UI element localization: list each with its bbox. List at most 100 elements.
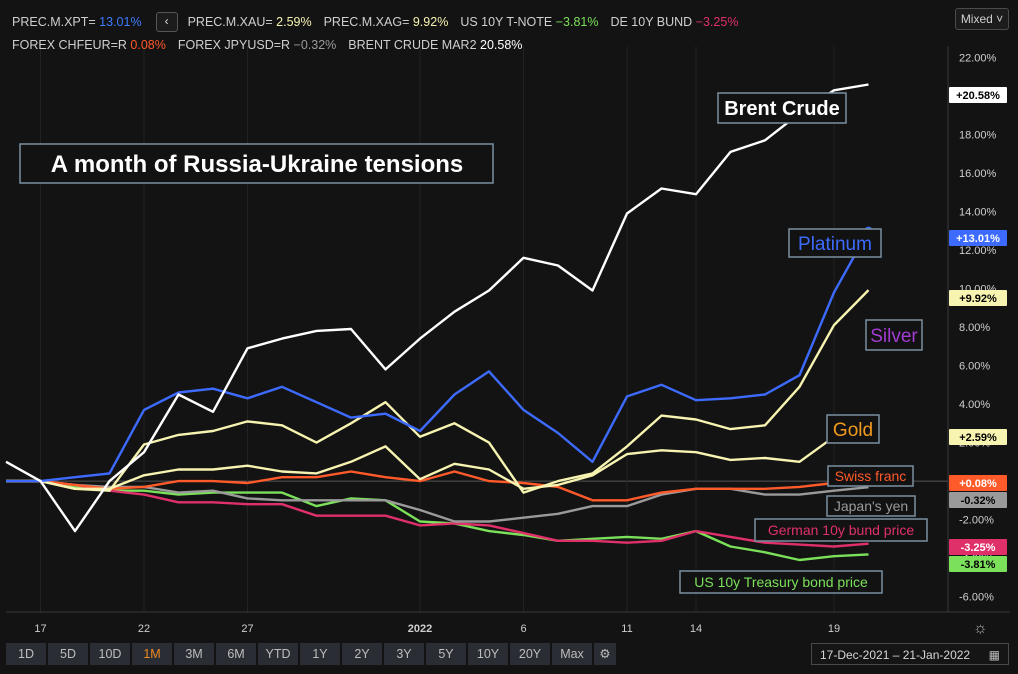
y-tick-label: 8.00% <box>959 322 990 334</box>
value-badge-text: +20.58% <box>956 90 1000 102</box>
calendar-icon: ▦ <box>988 648 1000 662</box>
legend-row-1: PREC.M.XPT= 13.01% ‹ PREC.M.XAU= 2.59% PREC… <box>12 12 750 32</box>
range-button-10y[interactable]: 10Y <box>468 643 508 665</box>
range-button-6m[interactable]: 6M <box>216 643 256 665</box>
annotation-box <box>679 570 883 594</box>
y-tick-label: 12.00% <box>959 245 997 257</box>
date-range-text: 17-Dec-2021 – 21-Jan-2022 <box>820 648 971 662</box>
annotation-box <box>827 465 914 487</box>
value-badge-text: +2.59% <box>959 432 997 444</box>
annotation-label: German 10y bund price <box>768 522 915 538</box>
scale-mode-dropdown[interactable]: Mixed ˅ <box>955 8 1009 30</box>
legend-series-value: 13.01% <box>99 15 142 29</box>
chart-series <box>5 83 873 562</box>
range-button-10d[interactable]: 10D <box>90 643 130 665</box>
x-tick-label: 19 <box>828 623 840 635</box>
value-badge <box>949 290 1007 306</box>
legend_row2-item-2[interactable]: BRENT CRUDE MAR2 20.58% <box>348 38 522 52</box>
value-badge <box>949 87 1007 103</box>
legend_row1-item-3[interactable]: US 10Y T-NOTE −3.81% <box>460 15 598 29</box>
collapse-legend-button[interactable]: ‹ <box>155 12 178 32</box>
range-button-2y[interactable]: 2Y <box>342 643 382 665</box>
annotation-label: Silver <box>870 326 918 347</box>
x-tick-label: 2022 <box>408 623 432 635</box>
legend-series-value: 2.59% <box>276 15 312 29</box>
legend-series-value: −3.81% <box>555 15 599 29</box>
series-line-2 <box>6 289 870 494</box>
annotation-box <box>754 518 928 542</box>
range-button-1y[interactable]: 1Y <box>300 643 340 665</box>
legend_row1-item-2[interactable]: PREC.M.XAG= 9.92% <box>324 15 449 29</box>
x-tick-label: 11 <box>621 623 632 635</box>
value-badge <box>949 475 1007 491</box>
chart-annotations: Brent Crude Platinum Silver Gold Swiss franc… <box>679 92 928 594</box>
legend_row2-item-1[interactable]: FOREX JPYUSD=R −0.32% <box>178 38 336 52</box>
date-range-picker[interactable]: 17-Dec-2021 – 21-Jan-2022 ▦ <box>811 643 1009 665</box>
y-tick-label: 14.00% <box>959 207 997 219</box>
legend-series-name: FOREX JPYUSD=R <box>177 38 294 52</box>
range-button-1m[interactable]: 1M <box>132 643 172 665</box>
range-button-3y[interactable]: 3Y <box>384 643 424 665</box>
range-button-5d[interactable]: 5D <box>48 643 88 665</box>
range-button-max[interactable]: Max <box>552 643 592 665</box>
series-line-4 <box>6 470 869 502</box>
range-button-3m[interactable]: 3M <box>174 643 214 665</box>
annotation-box <box>865 319 923 351</box>
legend-series-name: US 10Y T-NOTE <box>460 15 556 29</box>
range-button-20y[interactable]: 20Y <box>510 643 550 665</box>
value-badge <box>949 429 1007 445</box>
annotation-box <box>826 414 880 444</box>
value-badge-text: -3.81% <box>961 559 996 571</box>
y-tick-label: 6.00% <box>959 361 990 373</box>
range-button-ytd[interactable]: YTD <box>258 643 298 665</box>
annotation-label: Platinum <box>798 234 872 255</box>
x-tick-label: 17 <box>34 623 46 635</box>
legend_row1-item-4[interactable]: DE 10Y BUND −3.25% <box>610 15 738 29</box>
y-tick-label: -2.00% <box>959 515 994 527</box>
legend-series-name: PREC.M.XAU= <box>187 15 277 29</box>
chart-title-box <box>19 143 494 184</box>
y-tick-label: 4.00% <box>959 399 990 411</box>
legend-series-name: FOREX CHFEUR=R <box>12 38 131 52</box>
legend_row1-item-0[interactable]: PREC.M.XPT= 13.01% <box>12 15 142 29</box>
series-line-0 <box>5 83 869 533</box>
x-tick-label: 14 <box>690 623 702 635</box>
legend_row1-item-1[interactable]: PREC.M.XAU= 2.59% <box>188 15 312 29</box>
value-badge-text: -0.32% <box>961 495 996 507</box>
x-tick-label: 27 <box>241 623 253 635</box>
chart-title: A month of Russia-Ukraine tensions <box>51 151 464 178</box>
annotation-label: Swiss franc <box>835 468 907 484</box>
time-range-bar: 1D 5D 10D 1M 3M 6M YTD 1Y 2Y 3Y 5Y 10Y 20Y Max ⚙ <box>6 643 618 665</box>
annotation-label: Brent Crude <box>724 98 840 120</box>
legend-series-name: PREC.M.XPT= <box>12 15 100 29</box>
value-badge <box>949 556 1007 572</box>
y-tick-label: 18.00% <box>959 130 997 142</box>
legend-series-name: DE 10Y BUND <box>610 15 696 29</box>
legend-series-value: 0.08% <box>130 38 166 52</box>
chart-value-badges: +20.58% +13.01% +9.92% +2.59% +0.08% -0.32% -3… <box>949 87 1007 572</box>
value-badge <box>949 492 1007 508</box>
settings-gear-icon[interactable]: ⚙ <box>594 643 616 665</box>
legend-series-value: 20.58% <box>480 38 523 52</box>
theme-toggle-icon[interactable]: ☼ <box>973 620 988 637</box>
series-line-3 <box>6 430 869 490</box>
legend-series-value: 9.92% <box>412 15 449 29</box>
range-button-5y[interactable]: 5Y <box>426 643 466 665</box>
y-tick-label: 22.00% <box>959 53 997 65</box>
legend-series-value: −0.32% <box>293 38 337 52</box>
series-line-7 <box>6 479 869 562</box>
legend_row2-item-0[interactable]: FOREX CHFEUR=R 0.08% <box>12 38 166 52</box>
annotation-label: Japan's yen <box>834 498 908 514</box>
y-tick-label: 16.00% <box>959 168 997 180</box>
legend-series-value: −3.25% <box>695 15 739 29</box>
value-badge-text: -3.25% <box>961 542 996 554</box>
annotation-label: US 10y Treasury bond price <box>694 574 868 590</box>
range-button-1d[interactable]: 1D <box>6 643 46 665</box>
chart-grid <box>6 46 948 612</box>
series-line-6 <box>6 479 869 548</box>
annotation-box <box>717 92 847 124</box>
legend-series-name: BRENT CRUDE MAR2 <box>348 38 481 52</box>
x-tick-label: 22 <box>138 623 150 635</box>
